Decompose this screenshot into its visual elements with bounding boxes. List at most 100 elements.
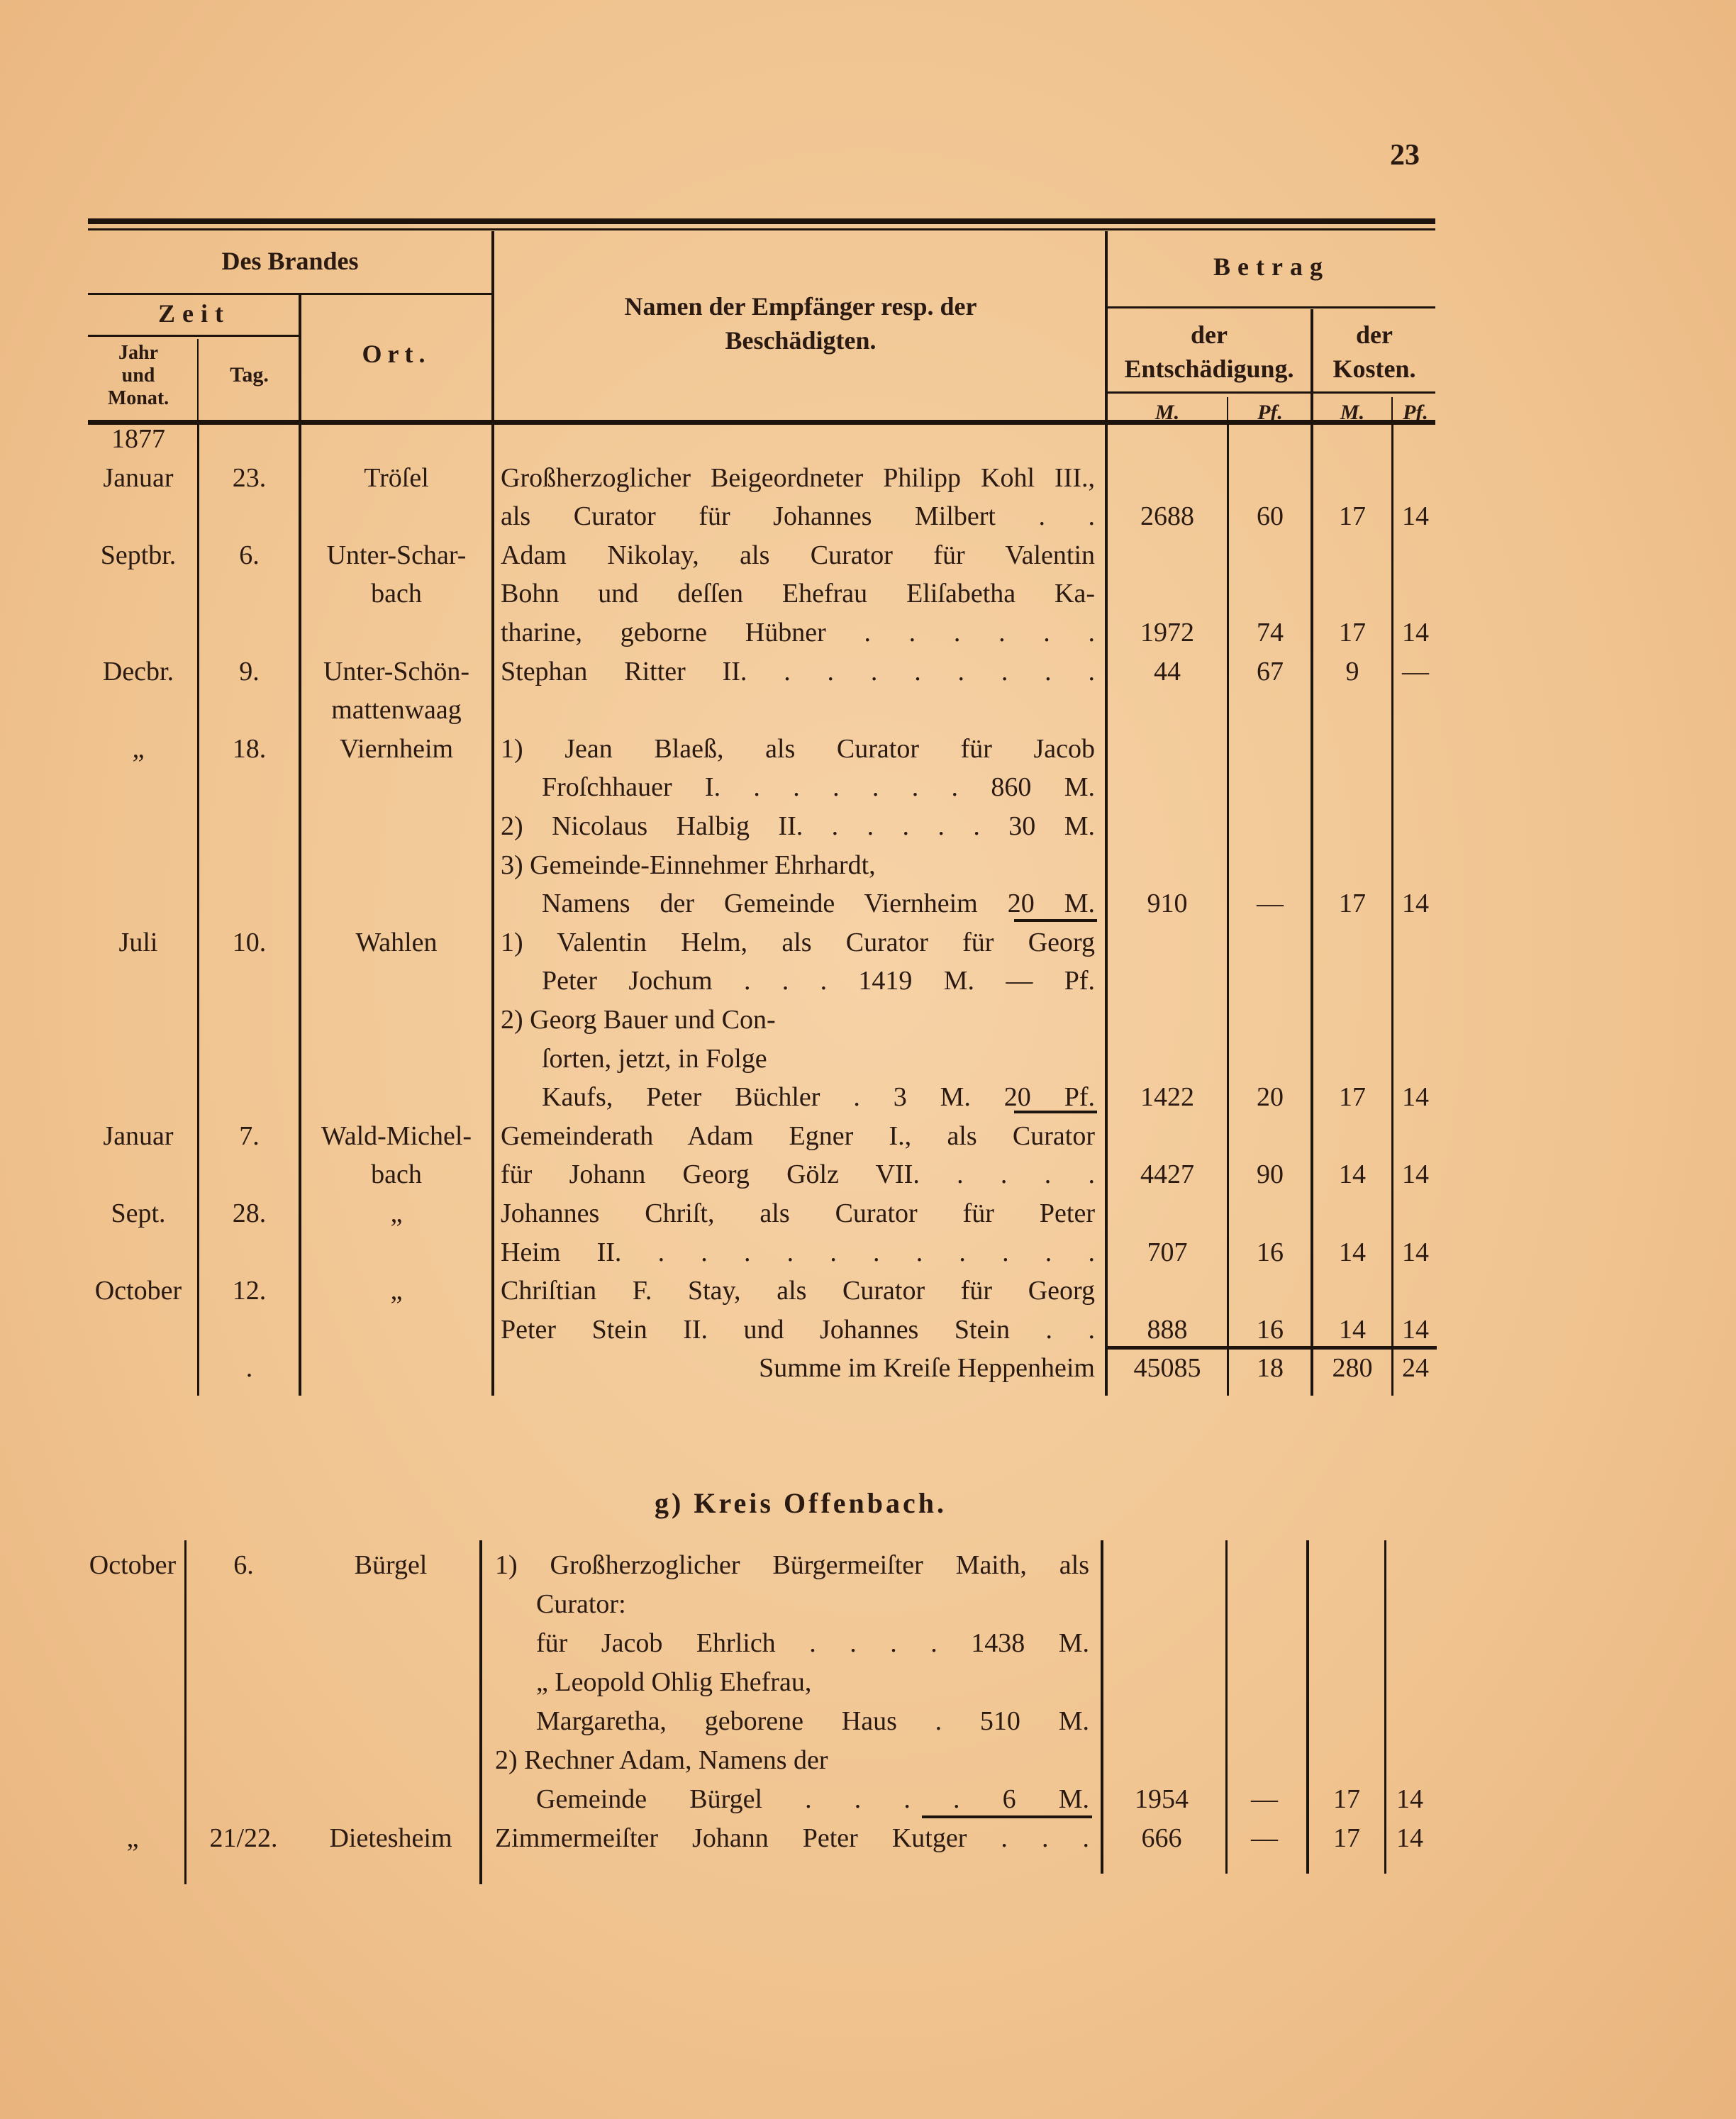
table-row: Decbr. 9. Unter-Schön- Stephan Ritter II. .… (0, 652, 1736, 691)
cell-day: 18. (232, 733, 267, 764)
header-zeit: Zeit (158, 299, 230, 328)
cell-p1: — (1251, 1823, 1278, 1853)
table-row: „ Leopold Ohlig Ehefrau, (0, 1663, 1730, 1701)
cell-m2: 280 (1332, 1353, 1373, 1384)
cell-day: 6. (233, 1550, 254, 1580)
sum-rule (1106, 1346, 1437, 1350)
cell-p2: 14 (1402, 1314, 1429, 1345)
cell-name: Heim II. . . . . . . . . . . . (501, 1237, 1095, 1267)
header-jahr-und-monat: Jahr und Monat. (78, 342, 199, 410)
cell-name: Margaretha, geborene Haus . 510 M. (536, 1706, 1089, 1736)
cell-place: Unter-Schar- (326, 540, 467, 570)
cell-p2: 14 (1402, 1159, 1429, 1190)
cell-name: ſorten, jetzt, in Folge (542, 1043, 767, 1074)
column-divider (1384, 1540, 1386, 1874)
cell-p2: 14 (1402, 618, 1429, 647)
cell-name: 2) Rechner Adam, Namens der (495, 1745, 828, 1775)
header-namen-line1: Namen der Empfänger resp. der (624, 292, 977, 321)
cell-p1: 16 (1257, 1314, 1284, 1345)
cell-m1: 1972 (1140, 618, 1194, 647)
cell-place: Tröſel (364, 462, 429, 493)
page-number: 23 (1390, 139, 1420, 172)
cell-place: „ (390, 1198, 403, 1228)
table-row: October 12. „ Chriſtian F. Stay, als Curato… (0, 1272, 1736, 1310)
table-row: October 6. Bürgel 1) Großherzoglicher Bürge… (0, 1546, 1730, 1584)
header-entschaedigung: der Entschädigung. (1108, 318, 1311, 386)
column-divider (1227, 397, 1228, 421)
header-namen: Namen der Empfänger resp. der Beschädigt… (496, 289, 1105, 357)
cell-place: Wahlen (355, 927, 438, 957)
table-row: 2) Rechner Adam, Namens der (0, 1741, 1730, 1779)
top-thin-rule (88, 228, 1435, 230)
cell-m2: 9 (1345, 656, 1359, 686)
cell-name: Peter Stein II. und Johannes Stein . . (501, 1314, 1095, 1345)
cell-name: 1) Valentin Helm, als Curator für Georg (501, 927, 1095, 957)
table-row: „ 21/22. Dietesheim Zimmermeiſter Johann Pe… (0, 1819, 1730, 1857)
cell-m1: 4427 (1140, 1159, 1194, 1190)
cell-name: Summe im Kreiſe Heppenheim (759, 1353, 1095, 1384)
subtotal-rule (922, 1815, 1092, 1818)
header-jahr: Jahr (118, 342, 158, 364)
column-divider (197, 424, 199, 1396)
cell-p2: 14 (1402, 889, 1429, 919)
cell-place: Wald-Michel- (321, 1120, 472, 1151)
header-kosten-label: Kosten. (1332, 355, 1416, 383)
column-divider (197, 339, 199, 421)
cell-name: für Johann Georg Gölz VII. . . . . (501, 1159, 1095, 1190)
table-row: mattenwaag (0, 691, 1736, 729)
table-row: Sept. 28. „ Johannes Chriſt, als Curator fü… (0, 1194, 1736, 1233)
cell-m2: 17 (1339, 889, 1366, 919)
cell-m2: 17 (1333, 1784, 1360, 1814)
cell-m2: 14 (1339, 1237, 1366, 1267)
header-rule (1108, 391, 1435, 394)
section-title-offenbach: g) Kreis Offenbach. (655, 1487, 947, 1519)
table-row: tharine, geborne Hübner . . . . . . 1972 7… (0, 613, 1736, 652)
cell-p2: 14 (1402, 1237, 1429, 1267)
column-divider (1391, 397, 1393, 421)
cell-day: 12. (232, 1276, 267, 1306)
cell-p1: 67 (1257, 656, 1284, 686)
cell-p2: 14 (1396, 1784, 1423, 1814)
column-divider (184, 1540, 187, 1884)
cell-m1: 1422 (1140, 1082, 1194, 1113)
cell-name: 1) Großherzoglicher Bürgermeiſter Maith,… (495, 1550, 1089, 1580)
header-des-brandes: Des Brandes (221, 247, 359, 275)
cell-m2: 17 (1339, 1082, 1366, 1113)
column-divider (1225, 1540, 1228, 1874)
cell-name: Gemeinderath Adam Egner I., als Curator (501, 1120, 1095, 1151)
cell-m1: 910 (1147, 889, 1188, 919)
column-divider (299, 295, 301, 421)
cell-p2: 24 (1402, 1353, 1429, 1384)
column-divider (1101, 1540, 1103, 1874)
table-row: Juli 10. Wahlen 1) Valentin Helm, als Curat… (0, 923, 1736, 962)
header-ort: Ort. (362, 340, 431, 368)
cell-place: bach (371, 579, 422, 609)
cell-m1: 45085 (1133, 1353, 1201, 1384)
table-row: 3) Gemeinde-Einnehmer Ehrhardt, (0, 846, 1736, 884)
header-bottom-rule (88, 420, 1435, 425)
table-row: als Curator für Johannes Milbert . . 2688… (0, 497, 1736, 535)
top-thick-rule (88, 218, 1435, 224)
table-row: bach Bohn und deſſen Ehefrau Eliſabetha K… (0, 574, 1736, 613)
cell-day: 23. (232, 462, 267, 493)
header-kosten: der Kosten. (1313, 318, 1435, 386)
cell-month: Sept. (111, 1198, 166, 1228)
column-divider (1311, 424, 1313, 1396)
header-monat: Monat. (107, 387, 169, 409)
column-divider (1227, 424, 1229, 1396)
cell-p1: 90 (1257, 1159, 1284, 1190)
cell-m1: 666 (1141, 1823, 1182, 1853)
table-row: 1877 (0, 420, 1736, 458)
header-der: der (1356, 321, 1393, 349)
cell-day: 28. (232, 1198, 267, 1228)
cell-p1: 60 (1257, 501, 1284, 532)
column-divider (491, 231, 494, 1396)
column-divider (1105, 231, 1108, 1396)
table-row: bach für Johann Georg Gölz VII. . . . . 44… (0, 1155, 1736, 1194)
header-rule (1108, 306, 1435, 308)
table-row: Januar 7. Wald-Michel- Gemeinderath Adam Eg… (0, 1117, 1736, 1155)
cell-m1: 1954 (1135, 1784, 1189, 1814)
cell-name: tharine, geborne Hübner . . . . . . (501, 618, 1095, 647)
cell-m1: 44 (1154, 656, 1181, 686)
table-row: Septbr. 6. Unter-Schar- Adam Nikolay, als C… (0, 536, 1736, 574)
